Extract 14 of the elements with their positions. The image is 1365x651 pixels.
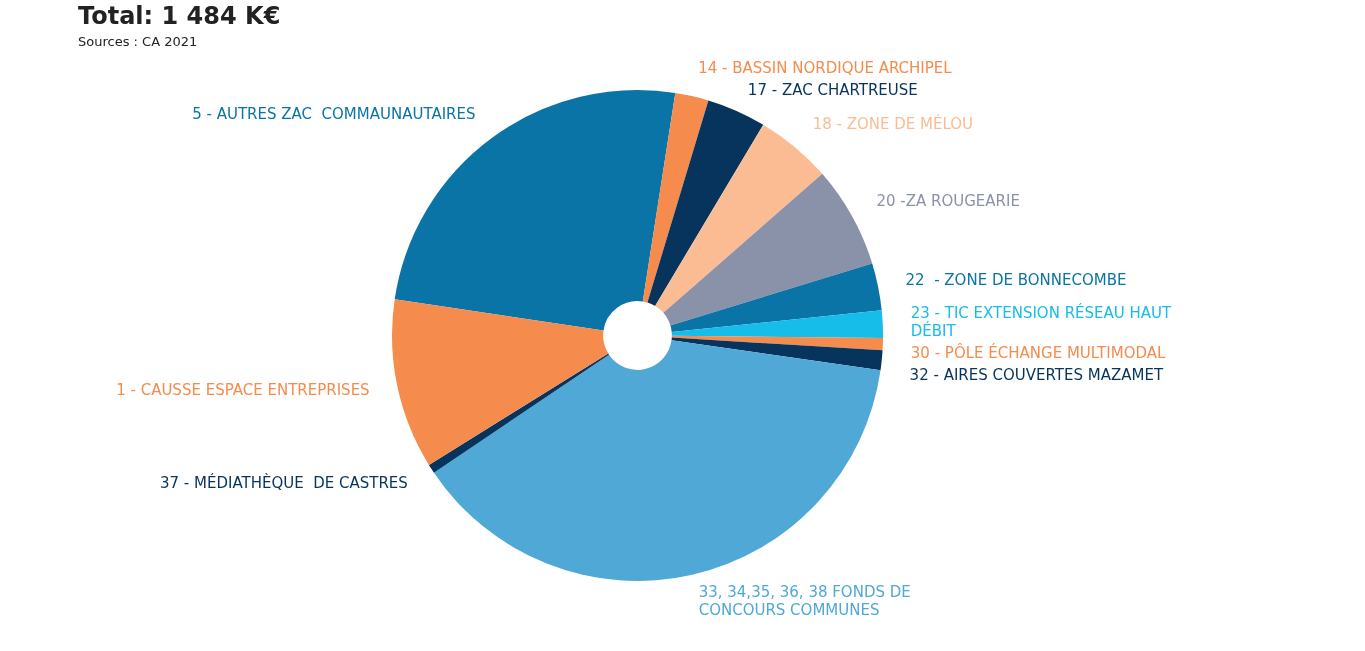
- slice-label: 14 - BASSIN NORDIQUE ARCHIPEL: [698, 58, 953, 77]
- slice-label: 22 - ZONE DE BONNECOMBE: [905, 270, 1127, 289]
- slice-label: 5 - AUTRES ZAC COMMAUNAUTAIRES: [192, 105, 476, 124]
- slice-label: 32 - AIRES COUVERTES MAZAMET: [909, 365, 1164, 384]
- slice-label: 1 - CAUSSE ESPACE ENTREPRISES: [116, 380, 370, 399]
- slice-label: 23 - TIC EXTENSION RÉSEAU HAUT DÉBIT: [910, 302, 1173, 340]
- source-note: Sources : CA 2021: [78, 34, 198, 49]
- slice-label: 18 - ZONE DE MÉLOU: [812, 114, 974, 134]
- slice-label: 17 - ZAC CHARTREUSE: [747, 80, 918, 99]
- slice-label: 37 - MÉDIATHÈQUE DE CASTRES: [159, 472, 408, 492]
- chart-title: Total: 1 484 K€: [78, 2, 281, 30]
- slice-label: 20 -ZA ROUGEARIE: [876, 192, 1020, 211]
- slice-label: 33, 34,35, 36, 38 FONDS DE CONCOURS COMMUNES: [698, 582, 911, 619]
- slice-label: 30 - PÔLE ÉCHANGE MULTIMODAL: [910, 342, 1166, 362]
